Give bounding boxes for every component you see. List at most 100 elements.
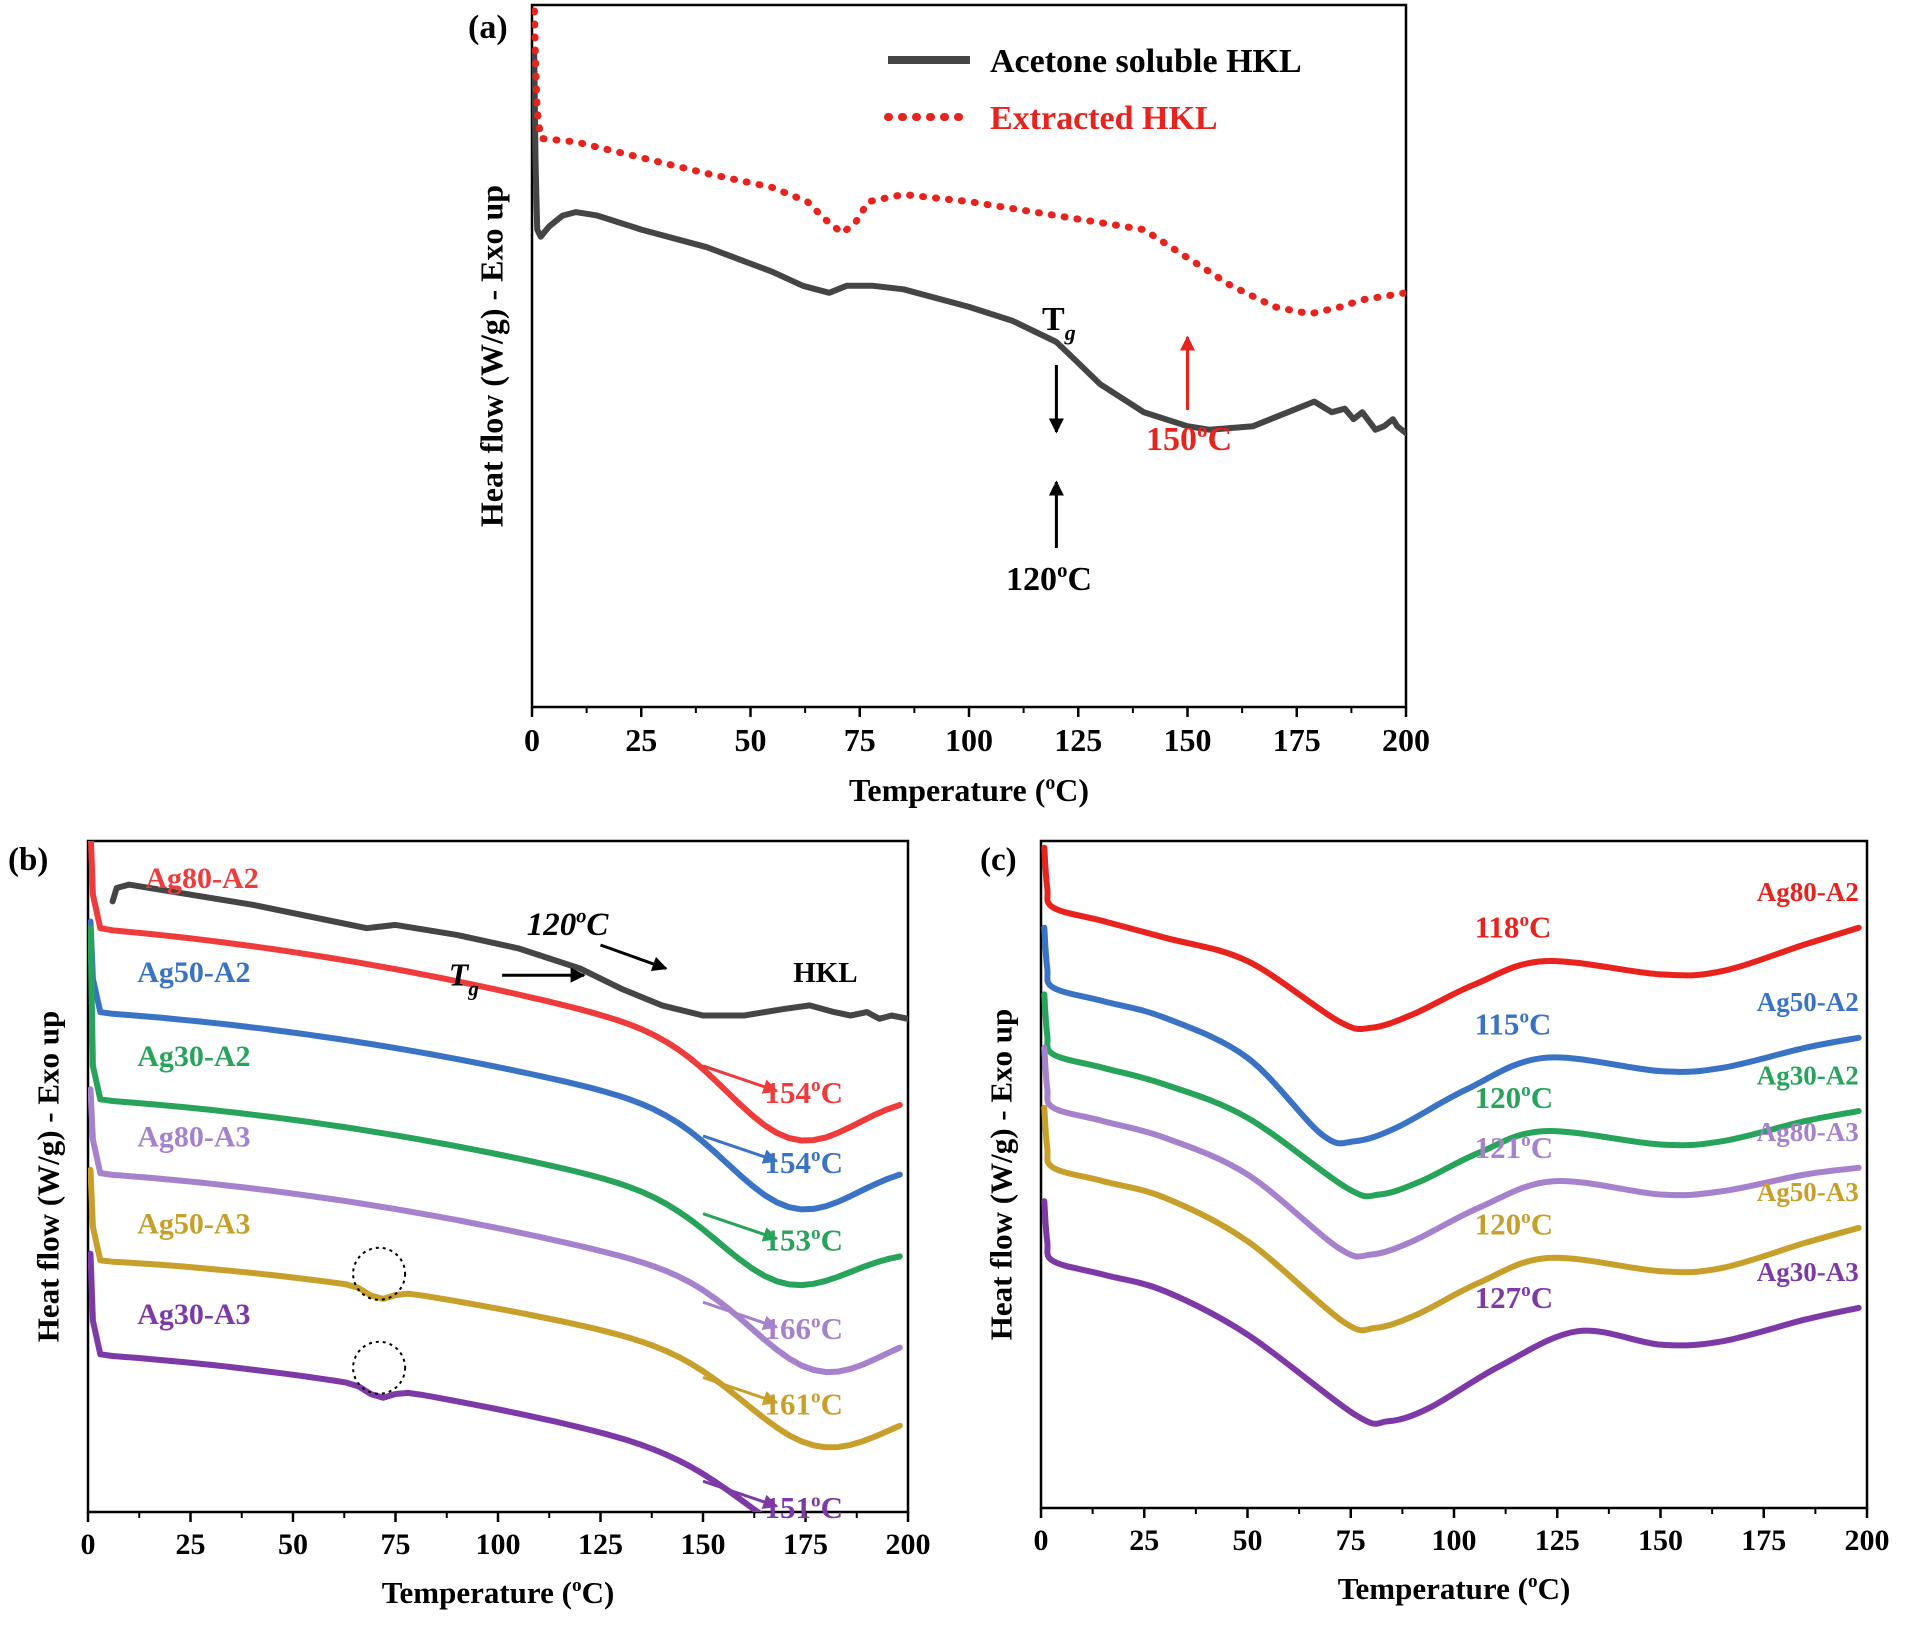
- tg-label-ag30-a2-value: 120: [1475, 1080, 1522, 1115]
- tg-label-150-value: 150: [1146, 421, 1197, 458]
- tg-label-ag50-a2-unit: C: [1529, 1006, 1551, 1041]
- tg-label-150-sup: o: [1197, 418, 1208, 442]
- tg-label-hkl-120-unit: C: [586, 907, 609, 943]
- x-tick-label: 125: [578, 1528, 623, 1561]
- tg-label-150: 150oC: [1146, 418, 1232, 458]
- x-tick-label: 0: [524, 722, 540, 758]
- x-tick-label: 175: [1741, 1524, 1786, 1557]
- x-tick-label: 100: [945, 722, 993, 758]
- tg-label-ag50-a2: 154oC: [765, 1145, 844, 1180]
- series-line-ag50-a3: [1041, 1104, 1862, 1334]
- tg-annotation: Tg: [1042, 301, 1076, 345]
- series-line-ag30-a3: [1041, 1198, 1862, 1427]
- tg-label-ag80-a3: 121oC: [1475, 1130, 1554, 1165]
- tg-arrow-ag30-a3: [702, 1479, 779, 1509]
- tg-subscript: g: [1064, 320, 1076, 345]
- x-tick-label: 150: [1164, 722, 1212, 758]
- series-label-ag50-a2: Ag50-A2: [1757, 987, 1859, 1017]
- tg-subscript: g: [467, 976, 479, 1000]
- series-line-ag50-a3: [88, 1166, 903, 1451]
- tg-label-ag30-a2-sup: o: [1521, 1080, 1531, 1101]
- x-tick-label: 150: [1638, 1524, 1683, 1557]
- tg-arrow-ag80-a3: [702, 1300, 779, 1330]
- x-tick-label: 50: [278, 1528, 308, 1561]
- tg-label-ag50-a3-sup: o: [1521, 1207, 1531, 1228]
- tg-label-ag80-a2: 118oC: [1475, 910, 1552, 945]
- series-label-ag30-a2: Ag30-A2: [137, 1040, 250, 1073]
- x-tick-label: 200: [1845, 1524, 1890, 1557]
- series-line-ag80-a2: [1041, 844, 1862, 1033]
- series-line-ag50-a2: [88, 918, 903, 1213]
- legend-label-extracted: Extracted HKL: [990, 100, 1218, 137]
- tg-label-hkl-120: 120oC: [527, 905, 610, 943]
- tg-label-ag50-a2-sup: o: [1519, 1007, 1529, 1028]
- x-axis-label-sup: o: [1528, 1571, 1538, 1592]
- tg-label-150-unit: C: [1208, 421, 1233, 458]
- series-line-acetone-soluble-hkl: [532, 51, 1406, 437]
- x-tick-label: 75: [1336, 1524, 1366, 1557]
- tg-label-ag80-a2-sup: o: [811, 1075, 821, 1096]
- tg-label-120-unit: C: [1068, 561, 1093, 598]
- tg-label-hkl-120-sup: o: [576, 905, 586, 927]
- x-tick-label: 100: [1432, 1524, 1477, 1557]
- tg-label-ag30-a3-value: 127: [1475, 1280, 1522, 1315]
- tg-label-ag30-a2: 153oC: [765, 1223, 844, 1258]
- series-group: [532, 5, 1406, 437]
- tg-arrow-ag30-a2: [702, 1212, 779, 1242]
- highlight-circle-ag50-a3: [352, 1246, 407, 1301]
- plot-frame: [530, 3, 1408, 709]
- series-label-ag30-a3: Ag30-A3: [137, 1298, 250, 1331]
- x-axis-label-text: Temperature (: [849, 772, 1045, 808]
- hkl-label: HKL: [793, 957, 857, 989]
- x-tick-label: 125: [1054, 722, 1102, 758]
- tg-label-ag30-a3-sup: o: [1521, 1280, 1531, 1301]
- tg-label-ag30-a2-sup: o: [811, 1223, 821, 1244]
- tg-label-ag50-a3-unit: C: [1531, 1207, 1553, 1242]
- x-tick-label: 200: [1382, 722, 1430, 758]
- tg-label-ag50-a3: 120oC: [1475, 1207, 1554, 1242]
- tg-label-ag30-a3-sup: o: [811, 1490, 821, 1511]
- tg-label-ag30-a3: 151oC: [765, 1490, 844, 1525]
- tg-label-ag50-a2-value: 115: [1475, 1006, 1520, 1041]
- tg-label-ag50-a2-value: 154: [765, 1145, 812, 1180]
- tg-label-ag50-a3-value: 120: [1475, 1207, 1522, 1242]
- x-tick-label: 25: [625, 722, 657, 758]
- tg-arrow-ag80-a2: [702, 1064, 779, 1094]
- x-tick-label: 75: [844, 722, 876, 758]
- x-axis-label-sup: o: [572, 1575, 582, 1596]
- series-label-ag80-a3: Ag80-A3: [137, 1120, 250, 1153]
- tg-label-ag80-a3-unit: C: [1531, 1130, 1553, 1165]
- x-tick-label: 0: [1034, 1524, 1049, 1557]
- tg-arrow-hkl-120: [599, 943, 668, 972]
- x-axis-label-unit: C): [1538, 1571, 1571, 1606]
- y-axis-label: Heat flow (W/g) - Exo up: [473, 185, 509, 527]
- tg-label-ag80-a3: 166oC: [765, 1311, 844, 1346]
- series-label-ag80-a3: Ag80-A3: [1757, 1117, 1859, 1147]
- tg-label-ag80-a2-value: 118: [1475, 910, 1520, 945]
- legend: Acetone soluble HKL Extracted HKL: [884, 43, 1302, 137]
- panel-label: (b): [8, 842, 48, 878]
- x-tick-label: 25: [1129, 1524, 1159, 1557]
- plot-frame: [1039, 839, 1869, 1510]
- series-line-ag30-a2: [1041, 991, 1862, 1200]
- tg-label-ag30-a3-unit: C: [821, 1490, 843, 1525]
- x-tick-label: 50: [1233, 1524, 1263, 1557]
- x-tick-label: 0: [81, 1528, 96, 1561]
- series-label-ag80-a2: Ag80-A2: [145, 862, 258, 895]
- tg-label-ag30-a3-unit: C: [1531, 1280, 1553, 1315]
- tg-label-ag80-a3-sup: o: [1521, 1130, 1531, 1151]
- tg-label-ag50-a3-unit: C: [821, 1386, 843, 1421]
- x-tick-label: 50: [735, 722, 767, 758]
- tg-label-ag80-a2-sup: o: [1519, 910, 1529, 931]
- x-tick-label: 175: [783, 1528, 828, 1561]
- tg-label-ag30-a2-unit: C: [1531, 1080, 1553, 1115]
- tg-label-ag30-a3: 127oC: [1475, 1280, 1554, 1315]
- tg-label-ag50-a2-sup: o: [811, 1145, 821, 1166]
- series-label-ag50-a2: Ag50-A2: [137, 956, 250, 989]
- y-axis-label: Heat flow (W/g) - Exo up: [31, 1011, 66, 1343]
- tg-label-ag80-a2-unit: C: [1529, 910, 1551, 945]
- x-axis-label-unit: C): [1055, 772, 1089, 808]
- tg-label-120: 120oC: [1006, 558, 1092, 598]
- series-line-ag30-a3: [88, 1250, 763, 1512]
- tg-label-ag30-a2: 120oC: [1475, 1080, 1554, 1115]
